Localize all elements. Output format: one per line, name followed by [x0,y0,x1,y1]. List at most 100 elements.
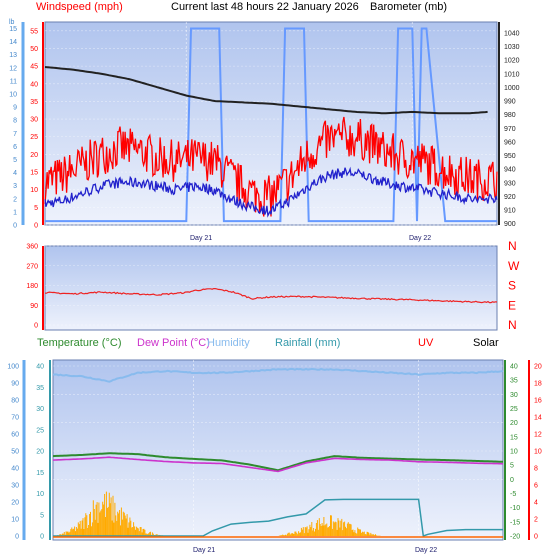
right-tick-label: 940 [504,167,516,174]
right-tick-label: 1020 [504,58,520,65]
day-label-21-bottom: Day 21 [193,547,215,554]
temperature-series [52,452,504,472]
temperature-tick-label: -15 [510,519,520,526]
humidity-series [52,367,504,383]
legend-rainfall: Rainfall (mm) [275,337,340,349]
far-left-tick-label: 7 [13,131,17,138]
left-tick-label: 25 [30,134,38,141]
right-tick-label: 960 [504,139,516,146]
far-left-tick-label: 8 [13,118,17,125]
direction-grid [45,245,497,326]
direction-tick-label: 90 [30,303,38,310]
rainfall-tick-label: 35 [36,385,44,392]
direction-tick-label: 0 [34,323,38,330]
uv-tick-label: 16 [534,398,542,405]
rainfall-tick-label: 15 [36,470,44,477]
humidity-tick-label: 60 [11,432,19,439]
left-tick-label: 55 [30,28,38,35]
far-left-tick-label: 6 [13,144,17,151]
far-left-tick-label: 14 [9,39,17,46]
left-tick-label: 0 [34,223,38,230]
uv-tick-label: 4 [534,500,538,507]
day-label-22-bottom: Day 22 [415,547,437,554]
right-tick-label: 1010 [504,71,520,78]
left-tick-label: 10 [30,187,38,194]
right-tick-label: 900 [504,221,516,228]
wind-gust-series [44,116,498,217]
day-label-21-top: Day 21 [190,235,212,242]
right-tick-label: 920 [504,194,516,201]
far-left-axis-unit: lb [9,19,15,26]
temperature-tick-label: 30 [510,392,518,399]
temperature-tick-label: 35 [510,378,518,385]
uv-tick-label: 0 [534,534,538,541]
humidity-tick-label: 0 [15,534,19,541]
right-tick-label: 990 [504,99,516,106]
temperature-tick-label: 20 [510,420,518,427]
temperature-series [52,367,504,538]
uv-tick-label: 6 [534,483,538,490]
left-tick-label: 35 [30,99,38,106]
wind-series [44,27,498,223]
rainfall-series [53,498,503,538]
legend-solar: Solar [473,337,499,349]
left-tick-label: 30 [30,117,38,124]
legend-dewpoint: Dew Point (°C) [137,337,210,349]
left-tick-label: 5 [34,205,38,212]
rainfall-tick-label: 20 [36,449,44,456]
dewpoint-series [52,456,504,473]
chart-title: Current last 48 hours 22 January 2026 [171,1,359,13]
right-tick-label: 930 [504,180,516,187]
uv-tick-label: 12 [534,432,542,439]
humidity-tick-label: 90 [11,381,19,388]
far-left-tick-label: 5 [13,157,17,164]
direction-tick-label: 360 [26,244,38,251]
left-tick-label: 45 [30,64,38,71]
barometer-axis-title: Barometer (mb) [370,1,447,13]
far-left-tick-label: 1 [13,209,17,216]
far-left-tick-label: 12 [9,65,17,72]
temperature-tick-label: 40 [510,364,518,371]
left-tick-label: 15 [30,170,38,177]
wind-axes: 0123456789101112131415lb0510152025303540… [9,19,520,230]
rainfall-tick-label: 30 [36,406,44,413]
far-left-tick-label: 13 [9,52,17,59]
left-tick-label: 50 [30,46,38,53]
compass-label: W [508,259,520,273]
temperature-tick-label: -10 [510,505,520,512]
uv-tick-label: 18 [534,381,542,388]
right-tick-label: 910 [504,208,516,215]
humidity-tick-label: 100 [7,364,19,371]
uv-tick-label: 2 [534,517,538,524]
far-left-tick-label: 15 [9,26,17,33]
wind-bars-series [45,27,497,223]
legend-humidity: Humidity [207,337,250,349]
compass-label: N [508,239,517,253]
direction-plot-area [44,245,498,331]
temperature-tick-label: -5 [510,491,516,498]
humidity-tick-label: 40 [11,466,19,473]
right-tick-label: 1000 [504,85,520,92]
uv-tick-label: 10 [534,449,542,456]
temperature-grid [53,360,503,540]
wind-direction-series [45,288,498,304]
windspeed-axis-title: Windspeed (mph) [36,1,123,13]
humidity-tick-label: 30 [11,483,19,490]
left-tick-label: 40 [30,81,38,88]
temperature-tick-label: 10 [510,449,518,456]
far-left-tick-label: 11 [10,78,17,85]
humidity-tick-label: 20 [11,500,19,507]
right-tick-label: 970 [504,126,516,133]
direction-tick-label: 270 [26,263,38,270]
far-left-tick-label: 2 [13,196,17,203]
rainfall-tick-label: 0 [40,534,44,541]
wind-average-series [44,166,498,218]
compass-label: S [508,279,516,293]
compass-label: E [508,298,516,312]
rainfall-tick-label: 5 [40,512,44,519]
temperature-tick-label: 5 [510,463,514,470]
right-tick-label: 950 [504,153,516,160]
compass-label: N [508,318,517,332]
humidity-tick-label: 50 [11,449,19,456]
